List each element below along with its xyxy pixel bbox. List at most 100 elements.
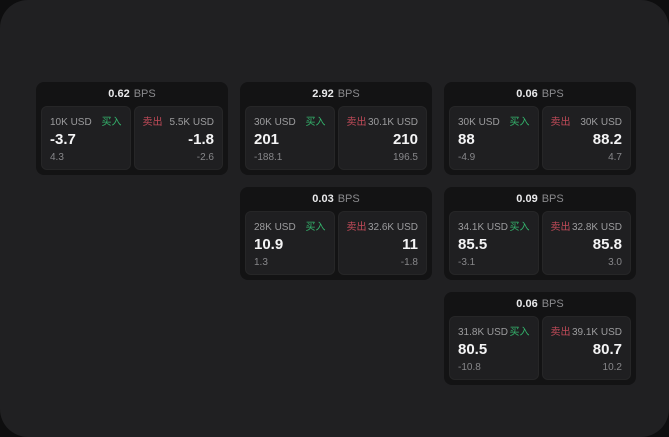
bps-value: 0.06: [516, 88, 538, 100]
sell-delta: 4.7: [608, 152, 622, 163]
buy-side-label: 买入: [509, 327, 530, 338]
buy-side-label: 买入: [305, 222, 326, 233]
sell-panel-top: 卖出 32.8K USD: [551, 218, 623, 233]
sell-panel-top: 卖出 32.6K USD: [347, 218, 419, 233]
sell-price: 11: [402, 235, 418, 253]
buy-size-label: 31.8K USD: [458, 327, 509, 338]
buy-panel[interactable]: 31.8K USD 买入 80.5 -10.8: [449, 316, 539, 380]
sell-panel[interactable]: 卖出 32.8K USD 85.8 3.0: [541, 211, 631, 275]
sell-delta: 3.0: [608, 257, 622, 268]
sell-side-label: 卖出: [142, 117, 163, 128]
buy-price: 10.9: [254, 235, 284, 253]
bps-unit-label: BPS: [541, 88, 564, 100]
quote-panels: 10K USD 买入 -3.7 4.3 卖出 5.5K USD -1.8 -2.…: [36, 104, 228, 175]
bps-value: 0.03: [312, 193, 334, 205]
buy-delta: -10.8: [458, 362, 481, 373]
sell-side-label: 卖出: [550, 222, 571, 233]
sell-side-label: 卖出: [550, 117, 571, 128]
bps-unit-label: BPS: [541, 298, 564, 310]
sell-panel[interactable]: 卖出 32.6K USD 11 -1.8: [337, 211, 427, 275]
sell-side-label: 卖出: [346, 222, 367, 233]
sell-price: -1.8: [188, 130, 214, 148]
buy-panel-top: 30K USD 买入: [254, 113, 326, 128]
quote-card: 0.06 BPS 30K USD 买入 88 -4.9 卖出 30K USD 8…: [444, 82, 636, 175]
buy-size-label: 28K USD: [254, 222, 296, 233]
buy-panel-top: 10K USD 买入: [50, 113, 122, 128]
buy-side-label: 买入: [101, 117, 122, 128]
bps-header: 0.09 BPS: [444, 187, 636, 209]
sell-delta: -1.8: [400, 257, 418, 268]
sell-side-label: 卖出: [550, 327, 571, 338]
sell-panel-top: 卖出 30.1K USD: [347, 113, 419, 128]
bps-value: 0.06: [516, 298, 538, 310]
sell-side-label: 卖出: [346, 117, 367, 128]
buy-panel-top: 34.1K USD 买入: [458, 218, 530, 233]
bps-value: 0.62: [108, 88, 130, 100]
quote-card: 0.06 BPS 31.8K USD 买入 80.5 -10.8 卖出 39.1…: [444, 292, 636, 385]
sell-delta: 196.5: [392, 152, 418, 163]
buy-panel-top: 30K USD 买入: [458, 113, 530, 128]
sell-size-label: 32.8K USD: [571, 222, 622, 233]
buy-size-label: 30K USD: [458, 117, 500, 128]
buy-size-label: 30K USD: [254, 117, 296, 128]
buy-price: 85.5: [458, 235, 488, 253]
sell-panel[interactable]: 卖出 30.1K USD 210 196.5: [337, 106, 427, 170]
quote-panels: 34.1K USD 买入 85.5 -3.1 卖出 32.8K USD 85.8…: [444, 209, 636, 280]
buy-panel[interactable]: 28K USD 买入 10.9 1.3: [245, 211, 335, 275]
sell-delta: -2.6: [196, 152, 214, 163]
buy-price: -3.7: [50, 130, 76, 148]
buy-size-label: 10K USD: [50, 117, 92, 128]
buy-panel-top: 28K USD 买入: [254, 218, 326, 233]
quote-panels: 30K USD 买入 88 -4.9 卖出 30K USD 88.2 4.7: [444, 104, 636, 175]
sell-panel[interactable]: 卖出 39.1K USD 80.7 10.2: [541, 316, 631, 380]
bps-header: 0.06 BPS: [444, 82, 636, 104]
bps-unit-label: BPS: [541, 193, 564, 205]
sell-size-label: 5.5K USD: [169, 117, 214, 128]
buy-delta: -188.1: [254, 152, 283, 163]
buy-panel[interactable]: 10K USD 买入 -3.7 4.3: [41, 106, 131, 170]
quote-card: 2.92 BPS 30K USD 买入 201 -188.1 卖出 30.1K …: [240, 82, 432, 175]
buy-panel[interactable]: 34.1K USD 买入 85.5 -3.1: [449, 211, 539, 275]
quote-panels: 31.8K USD 买入 80.5 -10.8 卖出 39.1K USD 80.…: [444, 314, 636, 385]
quote-card: 0.03 BPS 28K USD 买入 10.9 1.3 卖出 32.6K US…: [240, 187, 432, 280]
sell-size-label: 32.6K USD: [367, 222, 418, 233]
bps-header: 0.62 BPS: [36, 82, 228, 104]
buy-price: 201: [254, 130, 280, 148]
buy-delta: -3.1: [458, 257, 476, 268]
sell-price: 210: [392, 130, 418, 148]
buy-delta: 4.3: [50, 152, 64, 163]
buy-delta: 1.3: [254, 257, 268, 268]
bps-unit-label: BPS: [337, 193, 360, 205]
buy-panel[interactable]: 30K USD 买入 201 -188.1: [245, 106, 335, 170]
sell-size-label: 30K USD: [580, 117, 622, 128]
bps-unit-label: BPS: [337, 88, 360, 100]
buy-size-label: 34.1K USD: [458, 222, 509, 233]
buy-panel[interactable]: 30K USD 买入 88 -4.9: [449, 106, 539, 170]
quote-card: 0.62 BPS 10K USD 买入 -3.7 4.3 卖出 5.5K USD…: [36, 82, 228, 175]
sell-panel-top: 卖出 30K USD: [551, 113, 623, 128]
buy-price: 88: [458, 130, 475, 148]
buy-price: 80.5: [458, 340, 488, 358]
quote-card: 0.09 BPS 34.1K USD 买入 85.5 -3.1 卖出 32.8K…: [444, 187, 636, 280]
bps-value: 0.09: [516, 193, 538, 205]
bps-unit-label: BPS: [133, 88, 156, 100]
sell-price: 88.2: [592, 130, 622, 148]
buy-delta: -4.9: [458, 152, 476, 163]
buy-side-label: 买入: [509, 117, 530, 128]
sell-size-label: 30.1K USD: [367, 117, 418, 128]
quote-panels: 30K USD 买入 201 -188.1 卖出 30.1K USD 210 1…: [240, 104, 432, 175]
bps-header: 0.06 BPS: [444, 292, 636, 314]
sell-panel-top: 卖出 39.1K USD: [551, 323, 623, 338]
buy-side-label: 买入: [509, 222, 530, 233]
sell-panel[interactable]: 卖出 5.5K USD -1.8 -2.6: [133, 106, 223, 170]
sell-delta: 10.2: [602, 362, 622, 373]
sell-price: 80.7: [592, 340, 622, 358]
sell-size-label: 39.1K USD: [571, 327, 622, 338]
bps-header: 2.92 BPS: [240, 82, 432, 104]
sell-panel[interactable]: 卖出 30K USD 88.2 4.7: [541, 106, 631, 170]
sell-panel-top: 卖出 5.5K USD: [143, 113, 215, 128]
quote-panels: 28K USD 买入 10.9 1.3 卖出 32.6K USD 11 -1.8: [240, 209, 432, 280]
bps-value: 2.92: [312, 88, 334, 100]
buy-panel-top: 31.8K USD 买入: [458, 323, 530, 338]
